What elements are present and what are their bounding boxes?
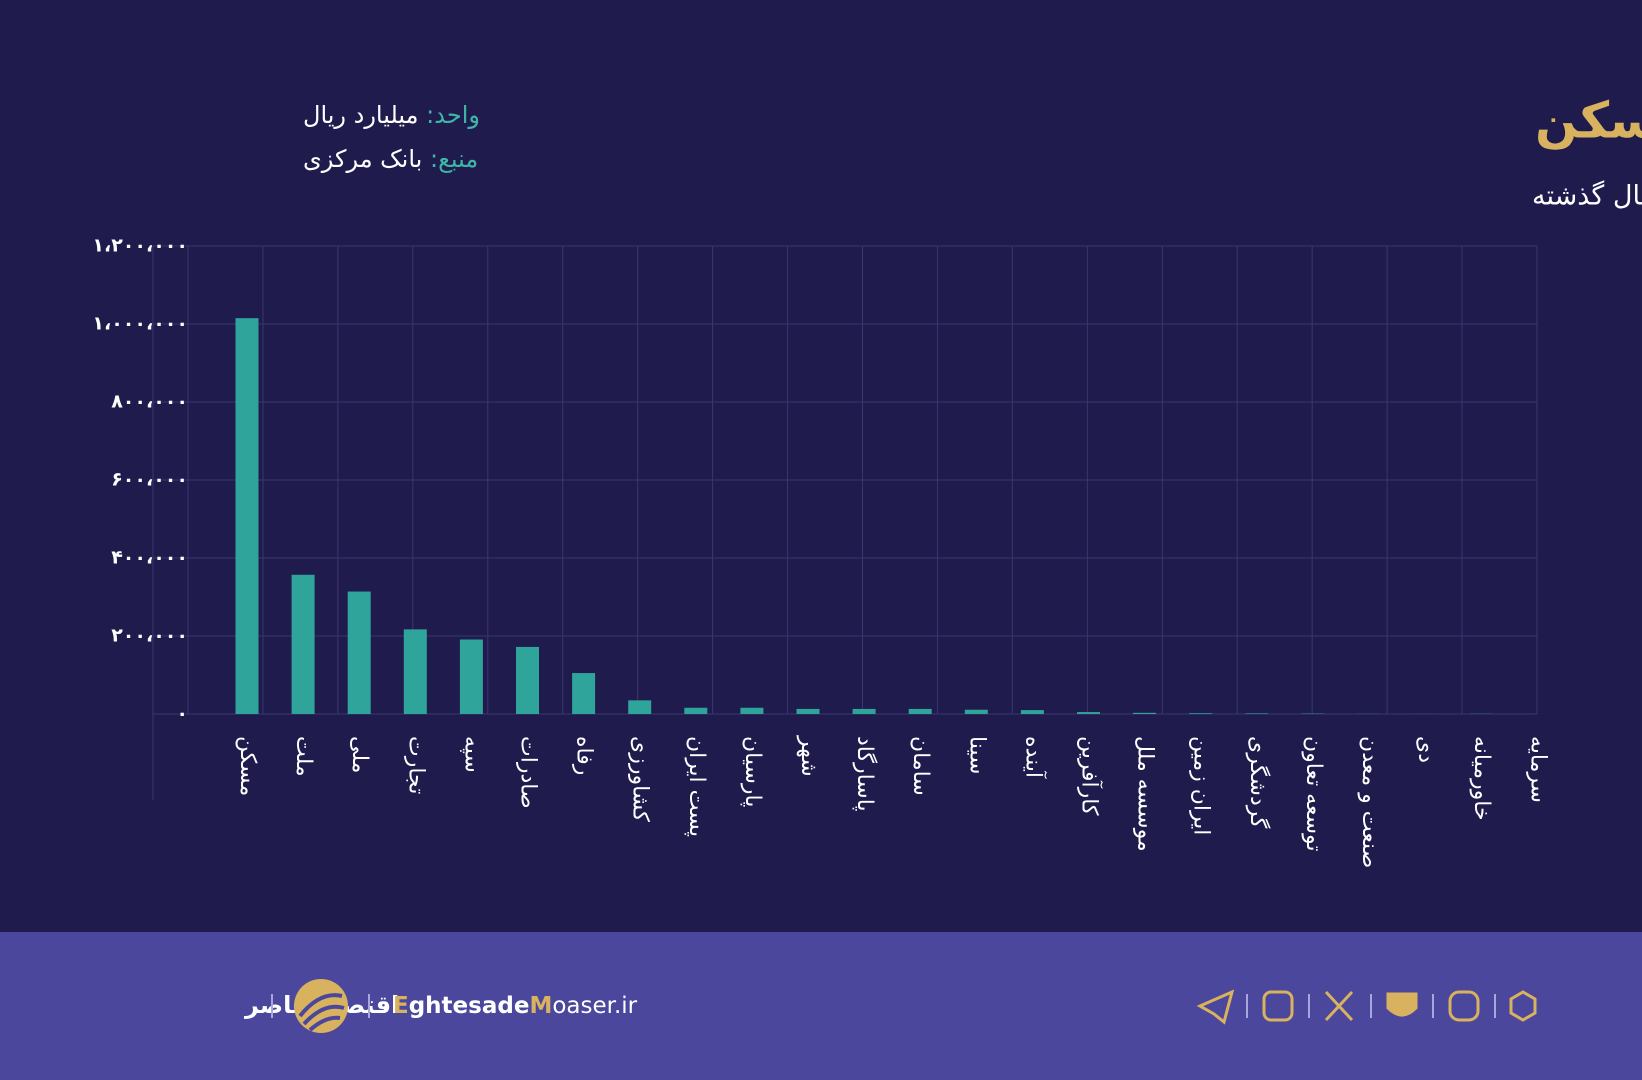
chart-title: مجموع تسهیلات بانک و موسسات به نهضت ملی … bbox=[1535, 92, 1642, 151]
unit-label: واحد: bbox=[426, 101, 480, 129]
bar bbox=[908, 708, 932, 714]
x-tick-label: رفاه bbox=[572, 736, 597, 775]
unit: میلیارد ریال bbox=[303, 101, 419, 129]
y-tick-label: ۰ bbox=[176, 703, 188, 725]
bar bbox=[1133, 712, 1157, 714]
y-tick-label: ۸۰۰،۰۰۰ bbox=[111, 391, 188, 413]
x-tick-label: کارآفرین bbox=[1077, 736, 1104, 816]
x-tick-label: سپه bbox=[459, 736, 484, 773]
y-tick-label: ۶۰۰،۰۰۰ bbox=[111, 469, 188, 491]
x-tick-label: آینده bbox=[1020, 736, 1047, 779]
bar bbox=[572, 673, 596, 714]
source-note: منبع: بانک مرکزی bbox=[303, 145, 478, 173]
x-tick-label: تجارت bbox=[403, 736, 428, 794]
x-tick-label: ملت bbox=[291, 736, 316, 777]
eitaa-icon[interactable] bbox=[1448, 990, 1480, 1022]
y-tick-label: ۱،۲۰۰،۰۰۰ bbox=[92, 235, 188, 257]
grid bbox=[152, 245, 1538, 800]
footer-site: EghtesadeMoaser.ir bbox=[393, 993, 638, 1019]
bar bbox=[1189, 713, 1213, 714]
chart-subtitle: طی ۳ سال گذشته bbox=[1532, 180, 1642, 212]
x-tick-label: ایران زمین bbox=[1189, 736, 1214, 835]
x-tick-label: گردشگری bbox=[1245, 736, 1271, 829]
bar bbox=[1077, 712, 1100, 714]
x-tick-label: سرمایه bbox=[1525, 736, 1550, 803]
x-tick-label: مسکن bbox=[235, 736, 260, 796]
bar bbox=[628, 700, 652, 714]
x-tick-label: پست ایران bbox=[684, 736, 709, 837]
bar bbox=[964, 709, 988, 714]
x-tick-label: سینا bbox=[964, 736, 989, 774]
bar bbox=[1020, 710, 1044, 714]
x-tick-label: صادرات bbox=[516, 736, 541, 809]
plot: ۰ ۲۰۰،۰۰۰ ۴۰۰،۰۰۰ ۶۰۰،۰۰۰ ۸۰۰،۰۰۰ ۱،۰۰۰،۰۰۰ ۱،… bbox=[92, 235, 1550, 869]
bar bbox=[1245, 713, 1269, 714]
x-tick-label: موسسه ملل bbox=[1133, 736, 1158, 852]
x-icon[interactable] bbox=[1324, 990, 1354, 1022]
y-tick-label: ۴۰۰،۰۰۰ bbox=[111, 547, 188, 569]
footer-band bbox=[0, 932, 1642, 1080]
bar bbox=[684, 707, 708, 714]
bar bbox=[291, 574, 315, 714]
bar bbox=[852, 708, 876, 714]
source-label: منبع: bbox=[430, 145, 478, 173]
rubika-icon[interactable] bbox=[1509, 990, 1537, 1022]
y-tick-label: ۱،۰۰۰،۰۰۰ bbox=[92, 313, 188, 335]
x-tick-label: خاورمیانه bbox=[1469, 736, 1494, 821]
site-part: ghtesade bbox=[409, 993, 530, 1019]
x-tick-label: دی bbox=[1413, 736, 1438, 763]
x-tick-label: پاسارگاد bbox=[852, 736, 878, 812]
bar bbox=[403, 629, 427, 714]
x-tick-label: توسعه تعاون bbox=[1301, 736, 1326, 852]
x-tick-label: شهر bbox=[796, 735, 821, 777]
telegram-icon[interactable] bbox=[1196, 989, 1235, 1025]
bar bbox=[796, 708, 820, 714]
site-part: M bbox=[529, 993, 552, 1019]
logo-mark bbox=[298, 993, 345, 1032]
x-tick-label: سامان bbox=[908, 736, 933, 796]
y-tick-label: ۲۰۰،۰۰۰ bbox=[111, 625, 188, 647]
bar bbox=[235, 318, 259, 714]
source: بانک مرکزی bbox=[303, 145, 422, 173]
bar bbox=[347, 591, 371, 714]
site-part: E bbox=[393, 993, 409, 1019]
x-tick-label: ملی bbox=[347, 736, 372, 773]
bar bbox=[740, 707, 764, 714]
instagram-icon[interactable] bbox=[1262, 990, 1294, 1022]
x-tick-label: پارسیان bbox=[740, 736, 765, 807]
x-tick-label: کشاورزی bbox=[628, 736, 653, 822]
bar bbox=[459, 639, 483, 714]
site-part: oaser.ir bbox=[552, 993, 637, 1019]
bale-icon[interactable] bbox=[1386, 992, 1418, 1017]
unit-note: واحد: میلیارد ریال bbox=[303, 101, 480, 129]
bar bbox=[516, 646, 539, 714]
x-tick-label: صنعت و معدن bbox=[1357, 736, 1382, 868]
social-icons bbox=[1196, 989, 1537, 1025]
